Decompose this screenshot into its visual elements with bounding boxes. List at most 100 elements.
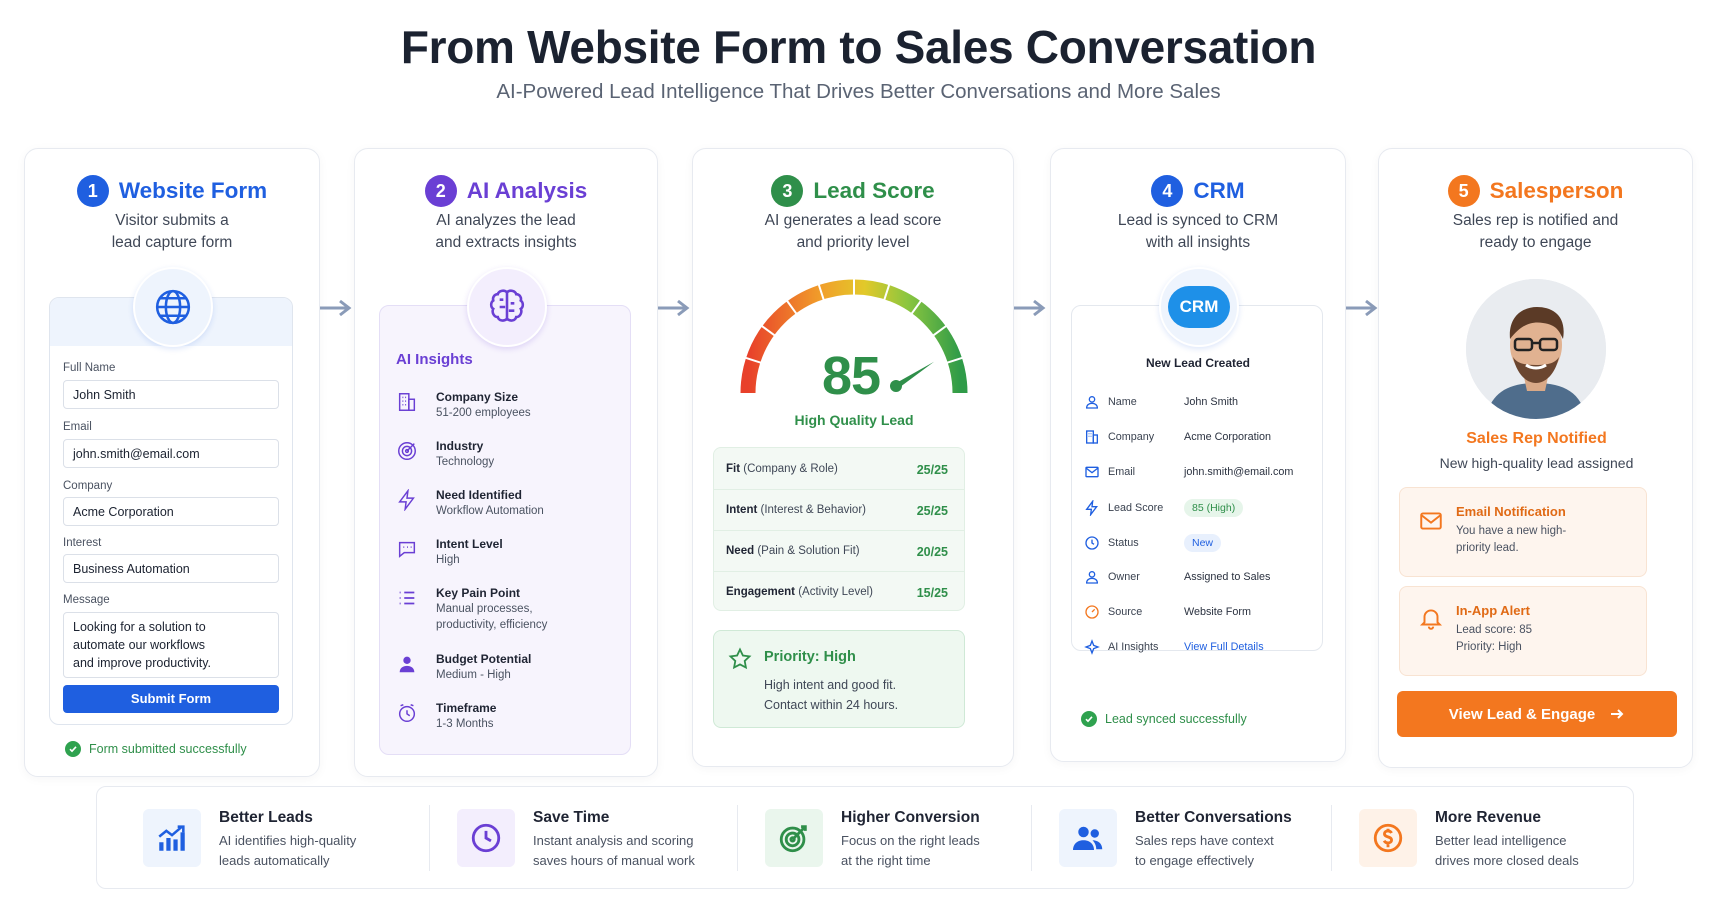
insight-title: Company Size	[436, 390, 519, 404]
check-icon	[1081, 711, 1097, 727]
crm-field-value: John Smith	[1184, 396, 1239, 408]
crm-field-value: Assigned to Sales	[1184, 571, 1271, 583]
lead-quality-label: High Quality Lead	[794, 412, 914, 428]
ai-insights-title: AI Insights	[396, 351, 473, 368]
status-badge: New	[1184, 534, 1222, 552]
crm-field-key: Owner	[1108, 571, 1140, 583]
step-card-ai-analysis: 2 AI Analysis AI analyzes the lead and ex…	[354, 148, 658, 777]
step-description: AI generates a lead score and priority l…	[764, 212, 942, 251]
target-icon	[765, 809, 823, 867]
mail-icon	[1420, 512, 1442, 530]
globe-icon	[133, 267, 213, 347]
insight-value: Medium - High	[436, 669, 511, 681]
in-app-alert[interactable]: In-App Alert Lead score: 85 Priority: Hi…	[1399, 586, 1647, 676]
score-gauge	[740, 279, 968, 394]
building-icon	[1086, 430, 1098, 444]
score-row: Engagement (Activity Level) 15/25	[726, 586, 948, 600]
page-subtitle: AI-Powered Lead Intelligence That Drives…	[496, 80, 1221, 103]
lead-score-value: 85	[821, 346, 881, 406]
arrow-right-icon	[1346, 299, 1378, 317]
benefit-text: Sales reps have context to engage effect…	[1135, 833, 1274, 868]
step-title: AI Analysis	[466, 178, 588, 203]
score-category: Fit	[726, 463, 741, 475]
company-input[interactable]: Acme Corporation	[63, 497, 279, 526]
insight-item: Timeframe 1-3 Months	[396, 700, 496, 732]
insight-item: Company Size 51-200 employees	[396, 389, 531, 421]
arrow-right-icon	[658, 299, 690, 317]
interest-input[interactable]: Business Automation	[63, 554, 279, 583]
success-text: Lead synced successfully	[1105, 712, 1247, 726]
insight-item: Intent Level High	[396, 536, 503, 568]
crm-field-key: Status	[1108, 537, 1139, 549]
crm-field-row: Status New	[1084, 534, 1314, 552]
view-lead-engage-button[interactable]: View Lead & Engage	[1397, 691, 1677, 737]
crm-field-value: john.smith@email.com	[1184, 466, 1294, 478]
page-title: From Website Form to Sales Conversation	[400, 21, 1317, 73]
list-icon	[399, 591, 415, 605]
email-notification[interactable]: Email Notification You have a new high- …	[1399, 487, 1647, 577]
form-label: Message	[63, 594, 110, 606]
crm-field-row: Lead Score 85 (High)	[1084, 499, 1314, 517]
sales-rep-notified: Sales Rep Notified	[1466, 430, 1607, 447]
crm-field-key: AI Insights	[1108, 641, 1159, 653]
score-category: Need	[726, 545, 755, 557]
insight-title: Need Identified	[436, 488, 523, 502]
crm-logo-text: CRM	[1168, 286, 1230, 328]
benefits-bar: Better Leads AI identifies high-quality l…	[96, 786, 1634, 889]
sales-rep-avatar	[1466, 279, 1606, 419]
lightning-icon	[1085, 500, 1098, 516]
insight-value: High	[436, 554, 460, 566]
crm-field-key: Source	[1108, 606, 1143, 618]
user-icon	[1085, 571, 1099, 584]
form-label: Full Name	[63, 362, 116, 374]
step-number: 1	[76, 175, 109, 207]
clock-icon	[457, 809, 515, 867]
step-description: Lead is synced to CRM with all insights	[1117, 212, 1279, 251]
insight-title: Budget Potential	[436, 652, 532, 666]
insight-title: Timeframe	[436, 701, 497, 715]
score-row: Fit (Company & Role) 25/25	[726, 463, 948, 477]
score-detail: (Pain & Solution Fit)	[757, 545, 860, 557]
message-textarea[interactable]: Looking for a solution to automate our w…	[63, 612, 279, 678]
score-detail: (Company & Role)	[743, 463, 838, 475]
step-card-lead-score: 3 Lead Score AI generates a lead score an…	[692, 148, 1014, 767]
lightning-icon	[398, 489, 415, 511]
crm-field-key: Company	[1108, 431, 1155, 443]
crm-field-row: Email john.smith@email.com	[1084, 464, 1314, 480]
crm-field-key: Lead Score	[1108, 502, 1164, 514]
email-input[interactable]: john.smith@email.com	[63, 439, 279, 468]
score-value: 25/25	[916, 504, 948, 518]
benefit-item: More Revenue Better lead intelligence dri…	[1359, 809, 1579, 871]
arrow-right-icon	[1014, 299, 1046, 317]
insight-title: Industry	[436, 439, 484, 453]
crm-field-row: Owner Assigned to Sales	[1084, 569, 1314, 585]
benefit-item: Save Time Instant analysis and scoring sa…	[457, 809, 695, 871]
step-number: 2	[424, 175, 457, 207]
view-full-details-link[interactable]: View Full Details	[1184, 641, 1264, 653]
form-label: Company	[63, 480, 113, 492]
cta-label: View Lead & Engage	[1448, 705, 1596, 723]
submit-form-button[interactable]: Submit Form	[63, 685, 279, 713]
step-title: Salesperson	[1489, 178, 1624, 203]
priority-box: Priority: High High intent and good fit.…	[713, 630, 965, 728]
full-name-input[interactable]: John Smith	[63, 380, 279, 409]
score-value: 25/25	[916, 463, 948, 477]
clock-icon	[398, 704, 416, 722]
crm-logo: CRM	[1159, 267, 1239, 347]
arrow-right-icon	[320, 299, 352, 317]
benefit-item: Higher Conversion Focus on the right lead…	[765, 809, 980, 871]
step-card-salesperson: 5 Salesperson Sales rep is notified and r…	[1378, 148, 1693, 768]
step-number: 3	[771, 175, 804, 207]
score-row: Need (Pain & Solution Fit) 20/25	[726, 545, 948, 559]
crm-field-row: Name John Smith	[1084, 394, 1314, 410]
insight-item: Budget Potential Medium - High	[396, 651, 531, 683]
benefit-title: Higher Conversion	[841, 809, 980, 826]
benefit-title: Save Time	[533, 809, 610, 826]
score-detail: (Activity Level)	[798, 586, 873, 598]
in-app-alert-title: In-App Alert	[1456, 603, 1530, 618]
score-value: 15/25	[916, 586, 948, 600]
score-category: Engagement	[726, 586, 796, 598]
form-label: Interest	[63, 537, 102, 549]
arrow-right-icon	[1611, 709, 1624, 719]
step-number: 5	[1447, 175, 1480, 207]
